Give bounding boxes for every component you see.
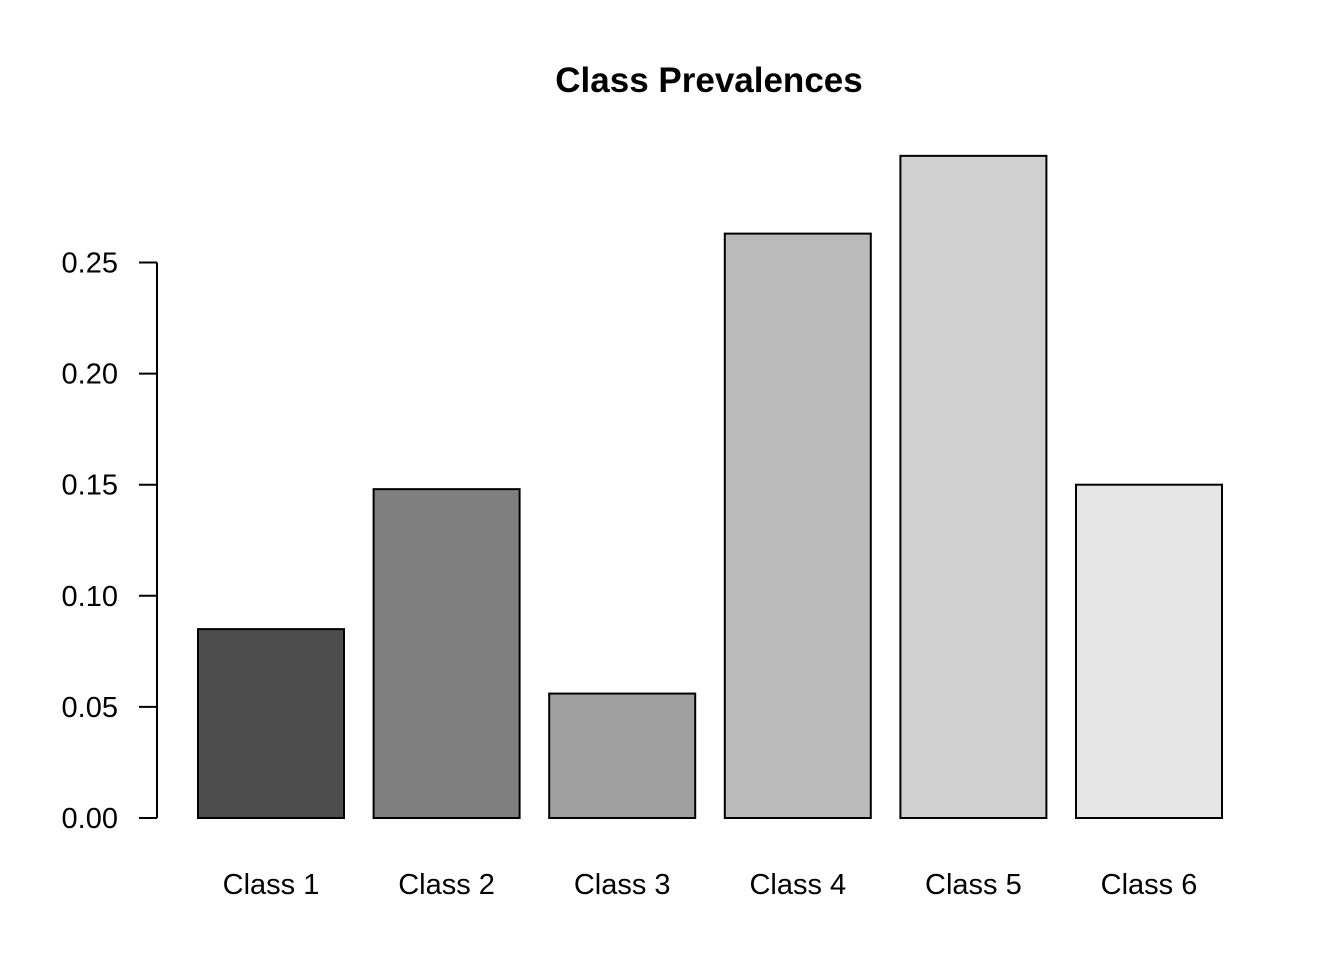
x-category-label: Class 6 <box>1101 869 1198 901</box>
bar-5 <box>899 154 1048 819</box>
bar-2 <box>372 488 521 819</box>
y-axis: 0.00 0.05 0.10 0.15 0.20 0.25 <box>62 248 158 835</box>
x-category-label: Class 2 <box>398 869 495 901</box>
bar-6 <box>1075 483 1223 819</box>
y-tick-label: 0.20 <box>62 359 118 391</box>
x-axis-labels: Class 1 Class 2 Class 3 Class 4 Class 5 Class… <box>223 869 1198 901</box>
bar-3 <box>548 692 697 819</box>
x-category-label: Class 5 <box>925 869 1022 901</box>
bars <box>197 154 1223 819</box>
bar-1 <box>197 628 345 819</box>
y-tick-label: 0.05 <box>62 692 118 724</box>
y-tick-label: 0.15 <box>62 470 118 502</box>
x-category-label: Class 4 <box>749 869 846 901</box>
x-category-label: Class 3 <box>574 869 671 901</box>
chart-title: Class Prevalences <box>555 61 862 100</box>
y-tick-label: 0.00 <box>62 803 118 835</box>
y-tick-label: 0.25 <box>62 248 118 280</box>
bar-4 <box>723 232 872 819</box>
x-category-label: Class 1 <box>223 869 320 901</box>
y-tick-label: 0.10 <box>62 581 118 613</box>
